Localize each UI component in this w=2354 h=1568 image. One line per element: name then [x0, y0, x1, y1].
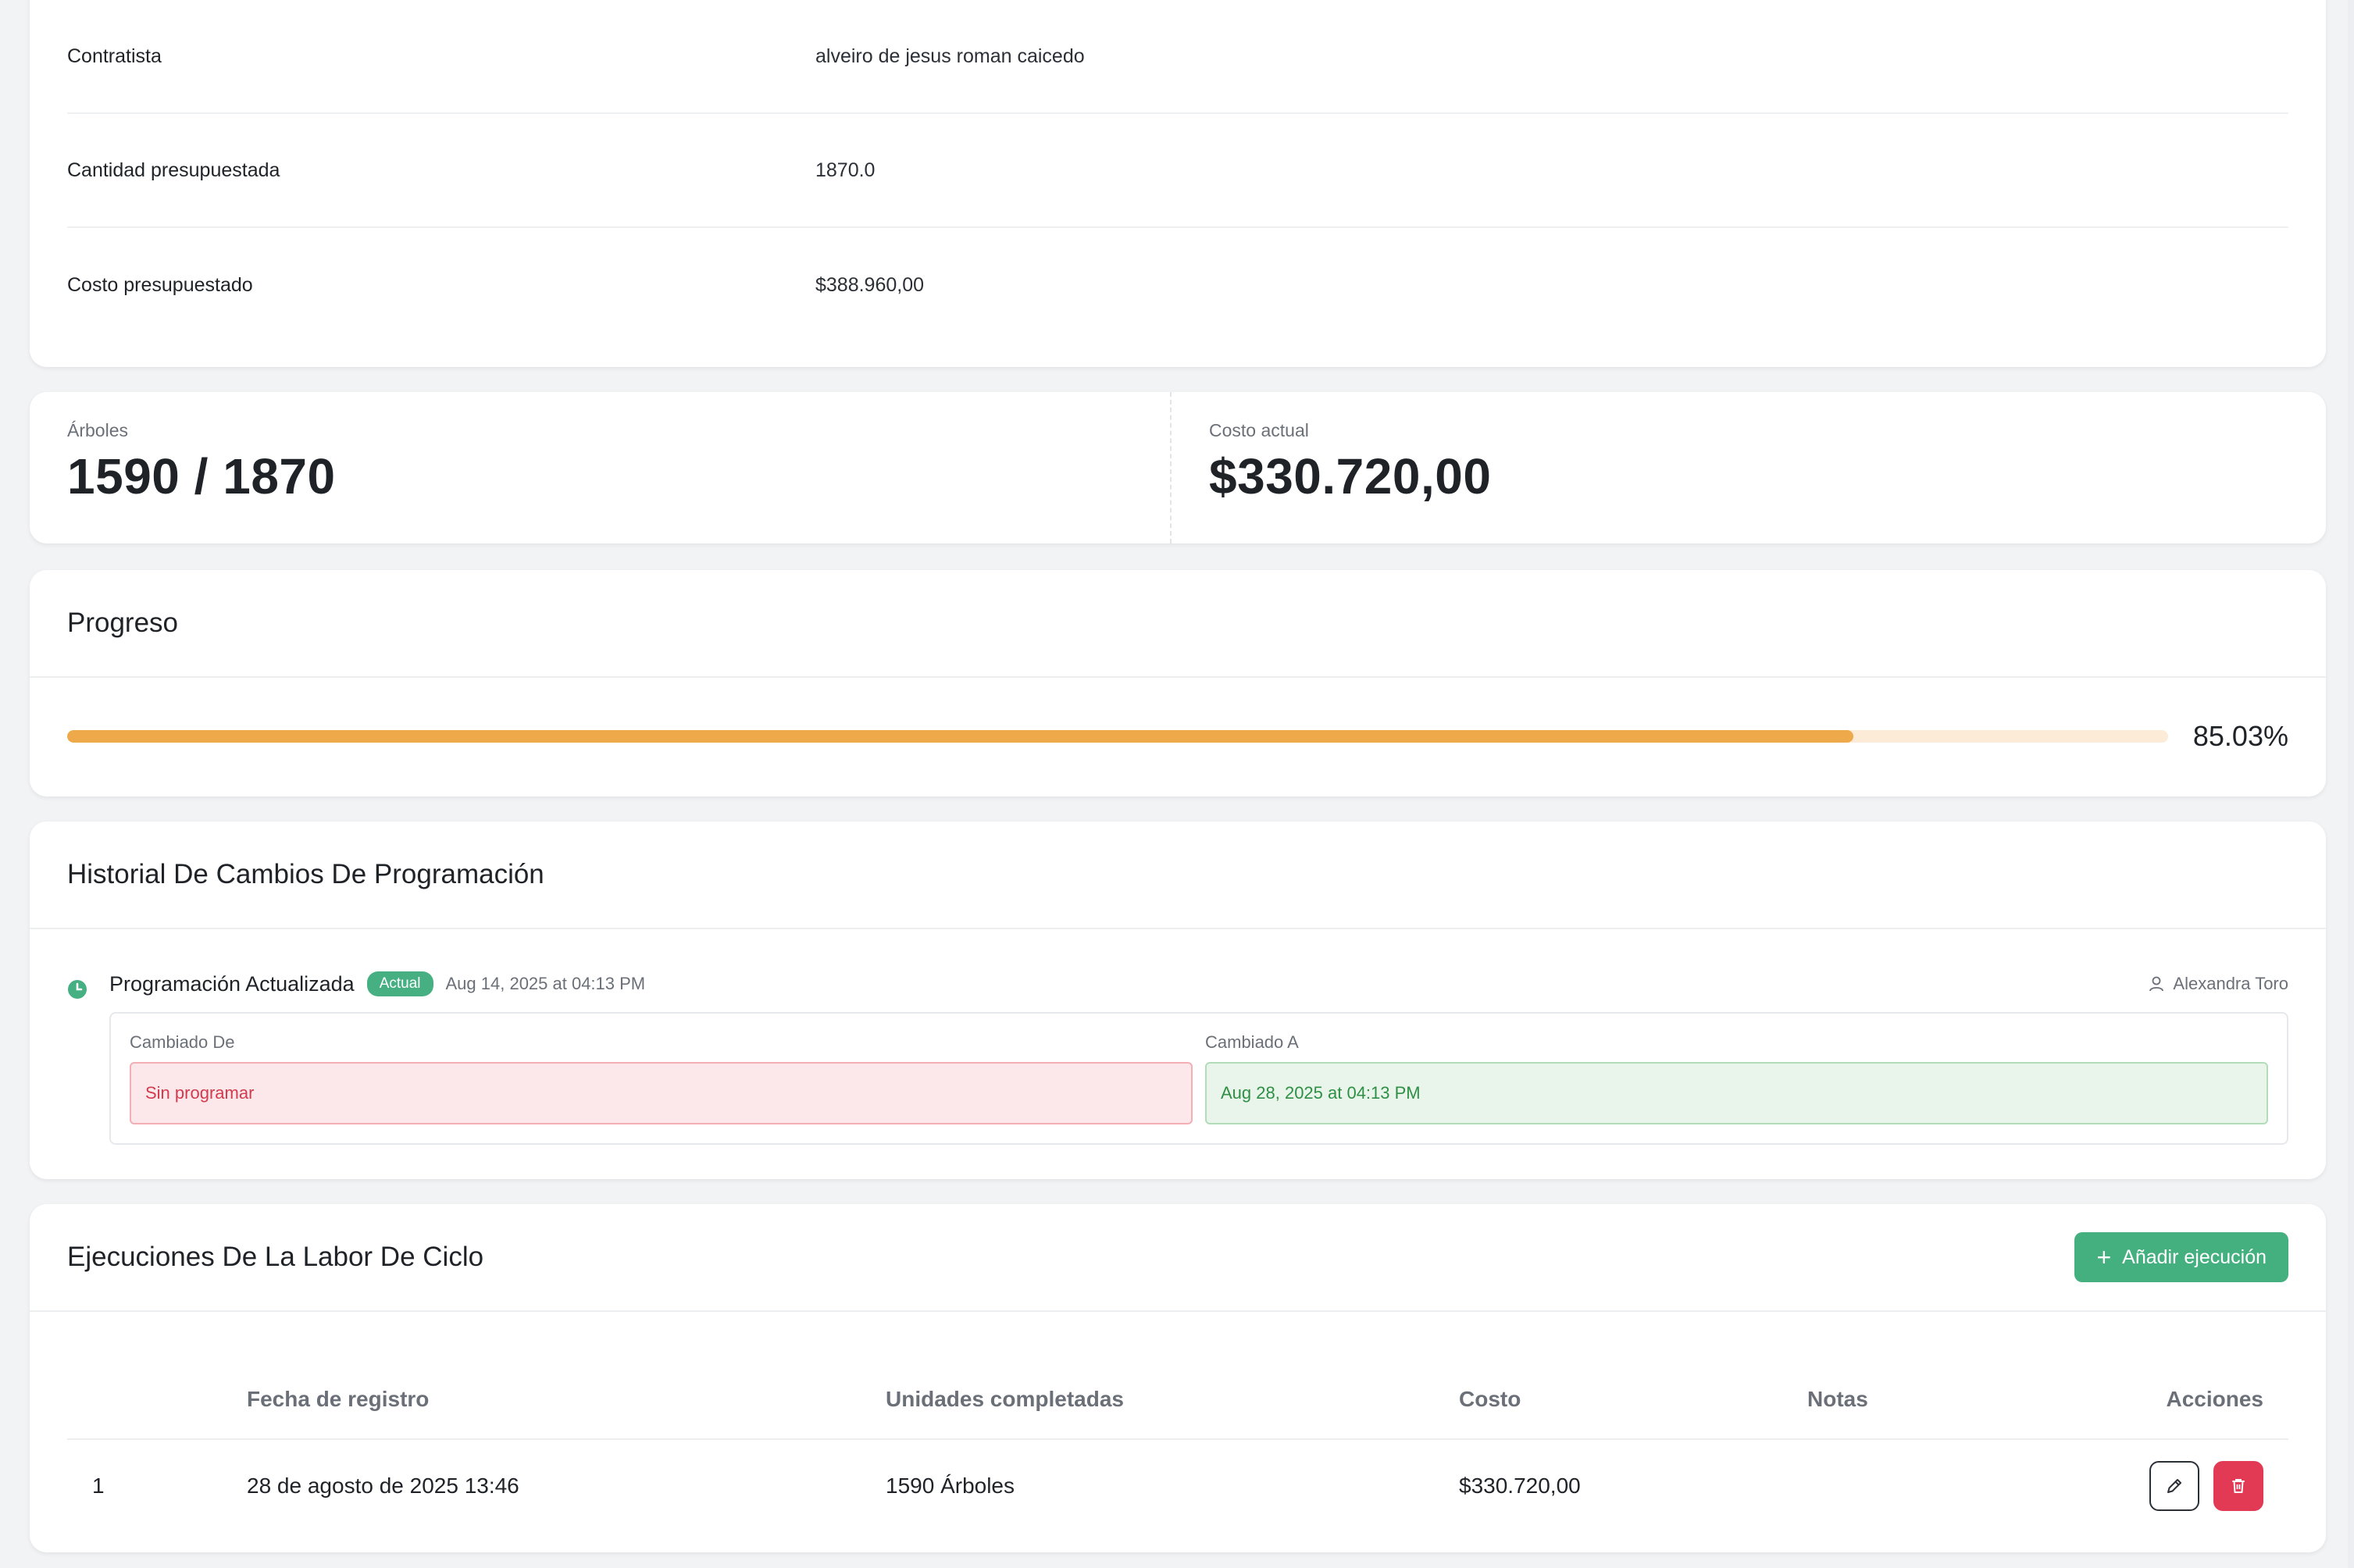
history-entry: Programación Actualizada Actual Aug 14, … — [30, 929, 2326, 1145]
detail-value: $388.960,00 — [815, 273, 925, 296]
progress-header: Progreso — [30, 570, 2326, 678]
changed-to-label: Cambiado A — [1205, 1032, 1299, 1052]
user-name: Alexandra Toro — [2173, 974, 2288, 993]
progress-title: Progreso — [67, 608, 179, 638]
changed-from-label: Cambiado De — [130, 1032, 235, 1052]
column-header-actions: Acciones — [2166, 1387, 2264, 1411]
table-row: 1 28 de agosto de 2025 13:46 1590 Árbole… — [67, 1440, 2288, 1532]
history-header: Historial De Cambios De Programación — [30, 821, 2326, 929]
progress-row: 85.03% — [30, 678, 2326, 795]
row-cost: $330.720,00 — [1459, 1474, 1581, 1498]
progress-card: Progreso 85.03% — [30, 570, 2326, 796]
detail-label: Contratista — [67, 45, 162, 67]
column-header-cost[interactable]: Costo — [1459, 1387, 1521, 1411]
detail-row-budget-quantity: Cantidad presupuestada 1870.0 — [67, 114, 2288, 228]
cost-stat-value: $330.720,00 — [1209, 448, 1492, 504]
add-execution-label: Añadir ejecución — [2122, 1245, 2267, 1268]
detail-value: 1870.0 — [815, 159, 876, 181]
pencil-icon — [2167, 1479, 2181, 1493]
details-card: Contratista alveiro de jesus roman caice… — [30, 0, 2326, 367]
executions-card: Ejecuciones De La Labor De Ciclo + Añadi… — [30, 1204, 2326, 1552]
column-header-notes[interactable]: Notas — [1807, 1387, 1868, 1411]
cost-stat-label: Costo actual — [1209, 420, 1309, 440]
column-header-units[interactable]: Unidades completadas — [886, 1387, 1124, 1411]
trash-icon — [2232, 1479, 2245, 1493]
detail-label: Costo presupuestado — [67, 273, 253, 296]
detail-row-contractor: Contratista alveiro de jesus roman caice… — [67, 0, 2288, 114]
user-icon — [2149, 976, 2164, 992]
row-number: 1 — [92, 1474, 105, 1498]
changed-to: Cambiado A Aug 28, 2025 at 04:13 PM — [1205, 1032, 2268, 1143]
history-card: Historial De Cambios De Programación Pro… — [30, 821, 2326, 1179]
progress-fill — [67, 730, 1854, 743]
history-entry-date: Aug 14, 2025 at 04:13 PM — [445, 974, 646, 993]
cost-stat: Costo actual $330.720,00 — [1170, 392, 2310, 543]
progress-percent: 85.03% — [2192, 720, 2288, 752]
table-header: Fecha de registro Unidades completadas C… — [67, 1360, 2288, 1440]
column-header-date[interactable]: Fecha de registro — [247, 1387, 430, 1411]
trees-stat: Árboles 1590 / 1870 — [30, 392, 1170, 543]
trees-stat-label: Árboles — [67, 420, 128, 440]
history-entry-user: Alexandra Toro — [2148, 974, 2288, 994]
edit-button[interactable] — [2149, 1461, 2199, 1511]
clock-icon — [68, 980, 87, 999]
delete-button[interactable] — [2213, 1461, 2263, 1511]
history-title: Historial De Cambios De Programación — [67, 859, 544, 889]
detail-label: Cantidad presupuestada — [67, 159, 280, 181]
stats-card: Árboles 1590 / 1870 Costo actual $330.72… — [30, 392, 2326, 543]
executions-header: Ejecuciones De La Labor De Ciclo + Añadi… — [30, 1204, 2326, 1312]
changed-from-value: Sin programar — [130, 1062, 1193, 1124]
row-actions — [2149, 1461, 2263, 1511]
change-box: Cambiado De Sin programar Cambiado A Aug… — [109, 1012, 2288, 1145]
plus-icon: + — [2096, 1243, 2112, 1271]
history-entry-title: Programación Actualizada — [109, 971, 355, 996]
history-entry-header: Programación Actualizada Actual Aug 14, … — [67, 967, 2288, 1001]
changed-from: Cambiado De Sin programar — [130, 1032, 1193, 1143]
detail-row-budget-cost: Costo presupuestado $388.960,00 — [67, 228, 2288, 342]
status-badge: Actual — [366, 971, 433, 996]
detail-value: alveiro de jesus roman caicedo — [815, 45, 1085, 67]
executions-table: Fecha de registro Unidades completadas C… — [67, 1360, 2288, 1532]
progress-track — [67, 730, 2168, 743]
executions-title: Ejecuciones De La Labor De Ciclo — [67, 1242, 484, 1272]
window-edge — [2348, 0, 2354, 1568]
row-date: 28 de agosto de 2025 13:46 — [247, 1474, 519, 1498]
changed-to-value: Aug 28, 2025 at 04:13 PM — [1205, 1062, 2268, 1124]
trees-stat-value: 1590 / 1870 — [67, 448, 336, 504]
add-execution-button[interactable]: + Añadir ejecución — [2074, 1232, 2288, 1282]
row-units: 1590 Árboles — [886, 1474, 1015, 1498]
